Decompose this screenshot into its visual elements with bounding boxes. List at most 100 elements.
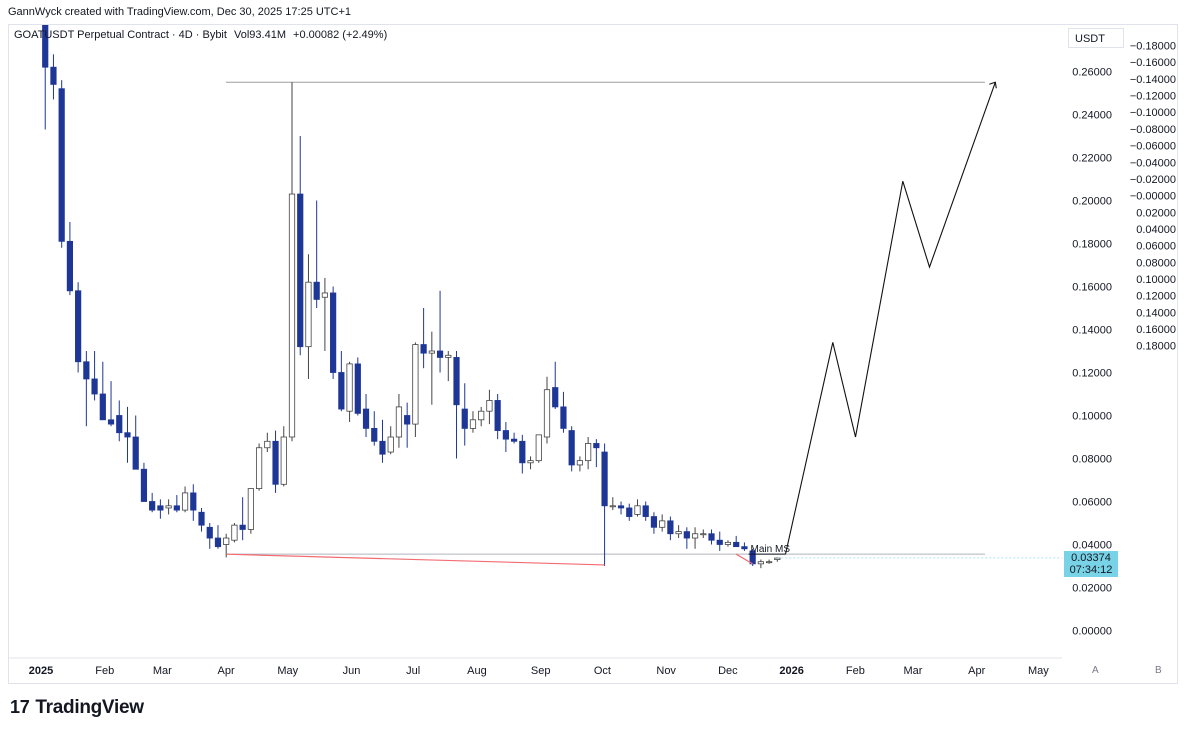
symbol-legend[interactable]: GOATUSDT Perpetual Contract · 4D · Bybit… <box>14 29 391 41</box>
candle-body <box>659 520 666 528</box>
secondary-tick-label: 0.08000 <box>1136 257 1176 269</box>
secondary-tick-label: 0.12000 <box>1136 291 1176 303</box>
time-tick-label: 2025 <box>29 665 53 677</box>
candle-body <box>395 406 403 438</box>
candle-body <box>214 537 222 548</box>
candle-body <box>568 430 575 466</box>
candle-body <box>239 524 246 530</box>
candle-body <box>206 526 213 539</box>
candle-body <box>617 505 625 509</box>
candle-body <box>181 492 189 511</box>
candle-body <box>552 387 559 408</box>
candle-body <box>634 505 641 515</box>
symbol-title[interactable]: GOATUSDT Perpetual Contract · 4D · Bybit <box>14 29 227 41</box>
auto-scale-button[interactable]: A <box>1092 665 1099 676</box>
candle-body <box>42 25 49 68</box>
secondary-tick-label: 0.10000 <box>1136 274 1176 286</box>
scale-b-button[interactable]: B <box>1155 665 1162 676</box>
candle-body <box>667 520 674 535</box>
price-tick-label: 0.10000 <box>1072 411 1112 423</box>
last-price-tag: 0.03374 07:34:12 <box>1064 551 1118 577</box>
candle-body <box>428 350 435 354</box>
candle-body <box>560 406 567 429</box>
time-tick-label: 2026 <box>779 665 803 677</box>
time-tick-label: Jun <box>343 665 361 677</box>
time-tick-label: Sep <box>531 665 551 677</box>
candle-body <box>165 505 172 509</box>
recent-trendline <box>735 553 753 565</box>
time-tick-label: Jul <box>406 665 420 677</box>
candle-body <box>585 443 592 462</box>
candle-body <box>741 546 748 550</box>
candle-body <box>535 434 542 462</box>
secondary-tick-label: −0.08000 <box>1130 124 1176 136</box>
candle-body <box>371 427 378 442</box>
candle-body <box>576 460 584 466</box>
candle-body <box>223 537 230 545</box>
candle-body <box>691 533 699 539</box>
candle-body <box>149 501 156 511</box>
secondary-tick-label: −0.16000 <box>1130 57 1176 69</box>
candle-body <box>272 440 279 485</box>
main-ms-label: Main MS <box>751 544 791 555</box>
candle-body <box>66 240 74 292</box>
plot-layer: Main MS <box>42 25 1062 569</box>
candle-body <box>157 505 164 511</box>
chart-area[interactable] <box>8 24 1178 684</box>
secondary-tick-label: −0.10000 <box>1130 107 1176 119</box>
last-price-value: 0.03374 <box>1071 552 1111 564</box>
candle-body <box>330 292 337 373</box>
candle-body <box>379 440 386 455</box>
candle-body <box>99 393 106 421</box>
time-tick-label: May <box>1028 665 1049 677</box>
price-tick-label: 0.26000 <box>1072 67 1112 79</box>
secondary-tick-label: −0.06000 <box>1130 141 1176 153</box>
candle-body <box>346 363 353 412</box>
candle-body <box>264 440 271 449</box>
candle-body <box>765 561 773 564</box>
candle-body <box>593 443 600 449</box>
secondary-tick-label: 0.02000 <box>1136 207 1176 219</box>
price-tick-label: 0.02000 <box>1072 583 1112 595</box>
price-tick-label: 0.04000 <box>1072 540 1112 552</box>
candle-body <box>190 492 197 511</box>
candle-body <box>683 531 690 539</box>
secondary-tick-label: −0.14000 <box>1130 74 1176 86</box>
candle-body <box>338 372 345 410</box>
candle-body <box>757 561 764 565</box>
chart-credit: GannWyck created with TradingView.com, D… <box>8 6 352 18</box>
candle-body <box>247 488 254 530</box>
candle-body <box>75 290 82 363</box>
candle-body <box>469 419 477 429</box>
candle-body <box>280 436 287 485</box>
candle-body <box>387 436 394 453</box>
candle-body <box>675 531 682 535</box>
candle-body <box>313 281 320 300</box>
time-tick-label: Feb <box>846 665 865 677</box>
time-tick-label: Mar <box>153 665 172 677</box>
candle-body <box>404 415 411 425</box>
price-tick-label: 0.18000 <box>1072 239 1112 251</box>
candle-body <box>724 541 732 545</box>
candle-body <box>453 357 460 406</box>
candle-body <box>107 419 115 425</box>
candle-body <box>774 557 781 560</box>
candle-body <box>609 505 616 508</box>
tradingview-logo[interactable]: 17 TradingView <box>10 697 144 719</box>
candle-body <box>519 440 526 464</box>
time-tick-label: Aug <box>467 665 487 677</box>
candle-body <box>58 88 65 242</box>
candle-body <box>445 354 452 358</box>
time-tick-label: Mar <box>903 665 922 677</box>
candle-body <box>288 193 296 438</box>
projection-arrowhead <box>989 81 997 89</box>
time-tick-label: Feb <box>95 665 114 677</box>
secondary-tick-label: 0.18000 <box>1136 341 1176 353</box>
candle-body <box>650 516 658 528</box>
candle-body <box>543 389 551 438</box>
price-tick-label: 0.14000 <box>1072 325 1112 337</box>
support-trendline <box>226 553 605 566</box>
currency-unit-selector[interactable]: USDT <box>1068 28 1124 48</box>
candle-body <box>198 511 205 526</box>
